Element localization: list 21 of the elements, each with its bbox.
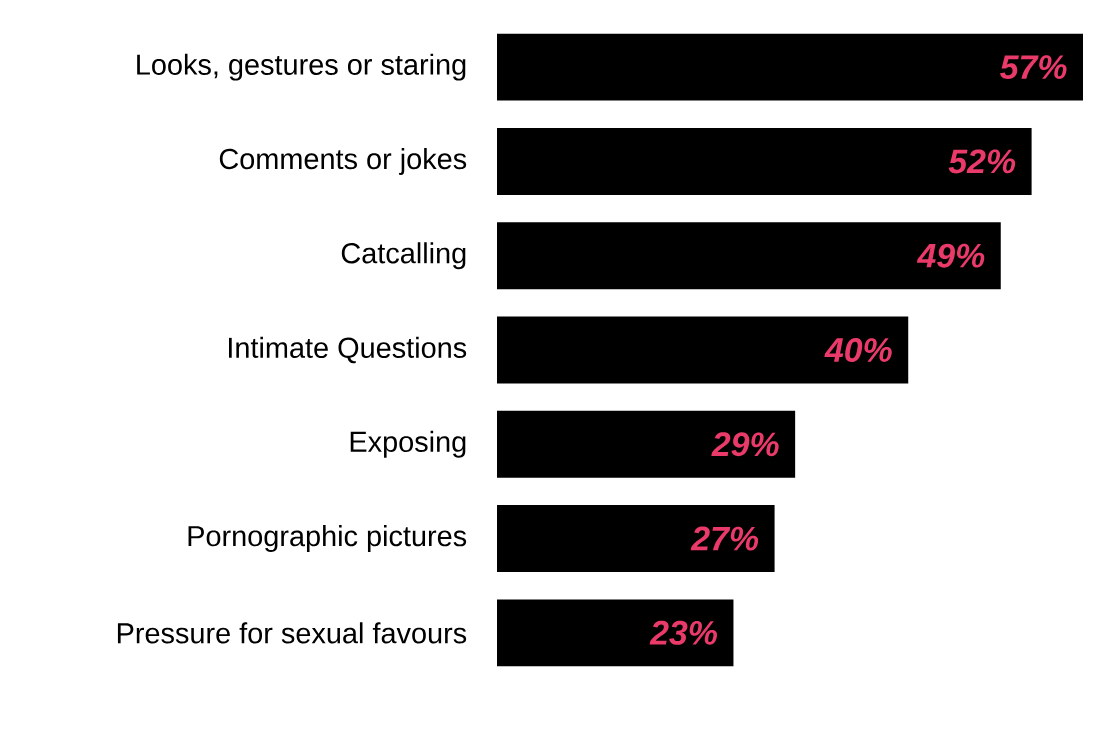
y-tick-label: Looks, gestures or staring xyxy=(137,53,466,81)
bar xyxy=(497,316,909,384)
y-tick-label: Catcalling xyxy=(341,242,466,270)
bar xyxy=(497,599,734,667)
bar xyxy=(497,33,1084,101)
y-tick-label: Pressure for sexual favours xyxy=(117,622,467,644)
data-label: 23% xyxy=(649,620,717,645)
data-label: 57% xyxy=(1000,55,1067,80)
data-label: 49% xyxy=(916,243,985,268)
bar xyxy=(497,222,1001,290)
data-label: 40% xyxy=(824,338,892,362)
y-tick-label: Exposing xyxy=(350,430,466,458)
bar xyxy=(497,127,1032,195)
data-label: 52% xyxy=(948,149,1016,174)
bar xyxy=(497,410,796,478)
data-label: 27% xyxy=(690,526,759,551)
data-label: 29% xyxy=(711,432,779,457)
bar xyxy=(497,505,775,573)
y-tick-label: Comments or jokes xyxy=(219,147,467,175)
y-tick-label: Pornographic pictures xyxy=(188,525,467,553)
y-tick-label: Intimate Questions xyxy=(229,336,467,364)
